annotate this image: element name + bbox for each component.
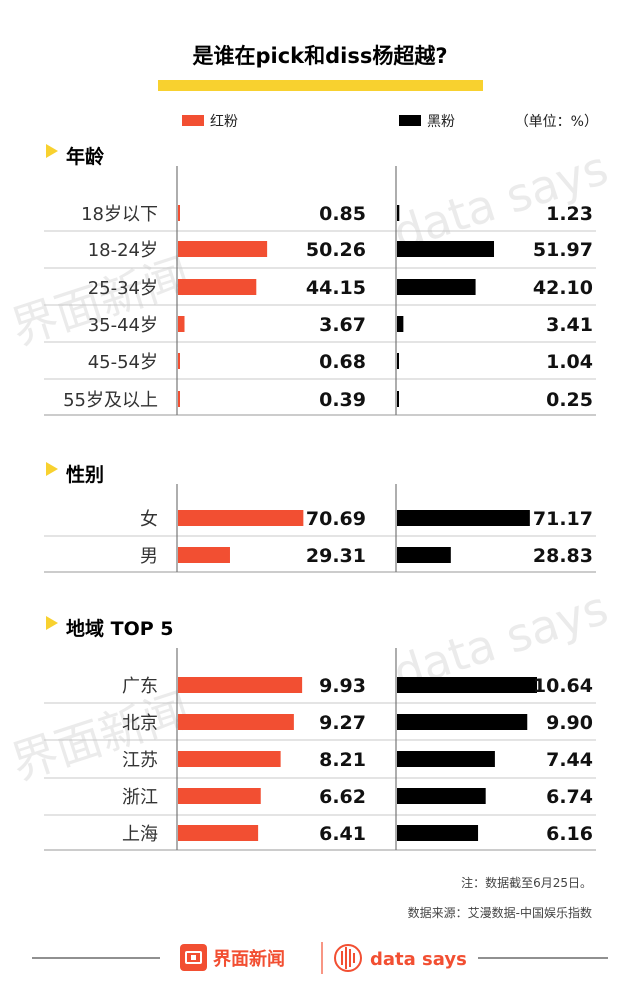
black-value-label: 9.90 [546, 712, 593, 734]
category-label: 北京 [122, 713, 158, 734]
red-value-label: 6.41 [319, 823, 366, 845]
red-value-label: 9.93 [319, 675, 366, 697]
black-bar [397, 391, 399, 407]
black-value-label: 42.10 [533, 277, 593, 299]
red-bar [178, 391, 180, 407]
black-value-label: 7.44 [546, 749, 593, 771]
red-bar [178, 279, 257, 295]
red-value-label: 9.27 [319, 712, 366, 734]
red-bar [178, 825, 259, 841]
black-bar [397, 241, 495, 257]
category-label: 25-34岁 [88, 278, 158, 299]
black-bar [397, 316, 404, 332]
legend-unit: （单位：%） [515, 114, 598, 130]
red-bar [178, 751, 281, 767]
category-label: 浙江 [122, 787, 158, 808]
red-bar [178, 316, 185, 332]
red-value-label: 6.62 [319, 786, 366, 808]
red-value-label: 8.21 [319, 749, 366, 771]
black-value-label: 6.16 [546, 823, 593, 845]
black-bar [397, 714, 528, 730]
red-bar [178, 547, 230, 563]
legend: 红粉 黑粉 （单位：%） [182, 114, 598, 130]
red-value-label: 70.69 [306, 508, 366, 530]
black-value-label: 1.04 [546, 351, 593, 373]
black-value-label: 3.41 [546, 314, 593, 336]
red-bar [178, 353, 180, 369]
black-bar [397, 353, 399, 369]
title-underline [158, 80, 483, 91]
red-value-label: 0.39 [319, 389, 366, 411]
red-value-label: 29.31 [306, 545, 366, 567]
black-value-label: 0.25 [546, 389, 593, 411]
black-value-label: 51.97 [533, 239, 593, 261]
section-marker-icon [46, 616, 58, 630]
chart-title: 是谁在pick和diss杨超越? [192, 44, 447, 68]
red-value-label: 0.68 [319, 351, 366, 373]
red-value-label: 3.67 [319, 314, 366, 336]
red-bar [178, 510, 304, 526]
watermark-brand-cn: 界面新闻 [5, 247, 197, 355]
category-label: 上海 [122, 824, 158, 845]
footer-brand-en: data says [370, 949, 467, 970]
chart-note: 注：数据截至6月25日。 [461, 875, 592, 890]
black-value-label: 71.17 [533, 508, 593, 530]
footer: 界面新闻 data says [32, 942, 608, 974]
category-label: 广东 [122, 676, 158, 697]
legend-label-black: 黑粉 [427, 114, 455, 130]
footer-brand-cn: 界面新闻 [213, 948, 285, 970]
category-label: 18岁以下 [81, 204, 158, 225]
category-label: 男 [140, 546, 158, 567]
black-value-label: 1.23 [546, 203, 593, 225]
category-label: 18-24岁 [88, 240, 158, 261]
section-marker-icon [46, 462, 58, 476]
category-label: 女 [140, 509, 158, 530]
red-bar [178, 205, 180, 221]
category-label: 45-54岁 [88, 352, 158, 373]
category-label: 35-44岁 [88, 315, 158, 336]
category-label: 55岁及以上 [63, 390, 158, 411]
red-value-label: 0.85 [319, 203, 366, 225]
section-title: 地域 TOP 5 [66, 617, 174, 640]
black-bar [397, 788, 486, 804]
section-title: 性别 [66, 463, 104, 486]
black-value-label: 28.83 [533, 545, 593, 567]
datasays-logo-icon [334, 944, 362, 972]
category-label: 江苏 [122, 750, 158, 771]
red-bar [178, 677, 303, 693]
chart-panels: 年龄 18岁以下 0.85 1.23 18-24岁 50.26 51.97 25-34岁 44.… [44, 144, 596, 851]
red-bar [178, 714, 294, 730]
legend-label-red: 红粉 [210, 114, 238, 130]
black-bar [397, 279, 476, 295]
black-bar [397, 825, 479, 841]
section-title: 年龄 [66, 145, 105, 168]
section-marker-icon [46, 144, 58, 158]
watermark-brand-cn-2: 界面新闻 [5, 682, 197, 790]
red-value-label: 44.15 [306, 277, 366, 299]
red-bar [178, 788, 261, 804]
red-value-label: 50.26 [306, 239, 366, 261]
black-bar [397, 510, 530, 526]
legend-swatch-black [399, 115, 421, 126]
black-bar [397, 547, 451, 563]
black-value-label: 6.74 [546, 786, 593, 808]
jiemian-logo-icon [180, 944, 207, 971]
black-bar [397, 751, 495, 767]
black-bar [397, 205, 400, 221]
chart-source: 数据来源：艾漫数据-中国娱乐指数 [408, 905, 592, 920]
legend-swatch-red [182, 115, 204, 126]
red-bar [178, 241, 268, 257]
black-value-label: 10.64 [533, 675, 593, 697]
black-bar [397, 677, 537, 693]
